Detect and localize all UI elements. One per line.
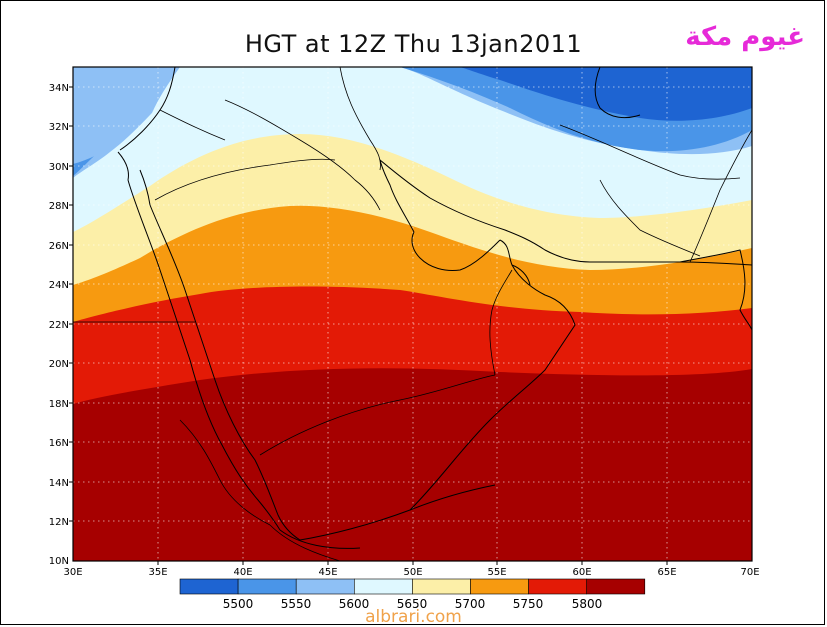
country-borders	[73, 67, 752, 561]
lat-tick-label: 14N	[49, 478, 69, 489]
gulf-of-oman-coast	[511, 264, 531, 286]
legend-swatch	[528, 578, 587, 595]
legend-swatches	[179, 578, 646, 595]
horn-of-africa-coast	[279, 529, 361, 549]
iran-coast-east	[679, 249, 752, 331]
gulf-of-aden-coast	[299, 484, 496, 541]
legend-label: 5550	[281, 597, 312, 611]
red-sea-west-coast	[127, 179, 281, 531]
lat-tick-label: 12N	[49, 517, 69, 528]
lat-tick-label: 30N	[49, 162, 69, 173]
border-pakistan-india	[689, 129, 752, 263]
caspian-coast	[594, 67, 641, 119]
arabic-title: غيوم مكة	[685, 22, 805, 52]
lon-tick-label: 60E	[572, 567, 591, 578]
watermark-text: albrari.com	[365, 607, 462, 627]
lon-tick-label: 45E	[318, 567, 337, 578]
lat-tick-label: 34N	[49, 83, 69, 94]
lat-tick-labels: 10N 12N 14N 16N 18N 20N 22N 24N 26N 28N …	[49, 83, 69, 567]
border-syria-jordan	[159, 109, 226, 141]
legend-swatch	[586, 578, 646, 595]
lat-tick-label: 20N	[49, 359, 69, 370]
legend-label: 5800	[572, 597, 603, 611]
legend-swatch	[179, 578, 239, 595]
legend-label: 5600	[339, 597, 370, 611]
gridlines	[73, 67, 752, 561]
legend-swatch	[295, 578, 355, 595]
border-turkmen	[559, 124, 741, 180]
lat-tick-label: 24N	[49, 280, 69, 291]
lat-tick-label: 26N	[49, 241, 69, 252]
sinai-coast	[117, 151, 151, 206]
red-sea-east-coast	[149, 204, 301, 541]
legend-label: 5750	[513, 597, 544, 611]
border-afghan-pak	[599, 179, 701, 257]
legend-swatch	[470, 578, 529, 595]
legend-swatch	[412, 578, 471, 595]
color-legend: 5500 5550 5600 5650 5700 5750 5800	[179, 578, 646, 611]
border-yemen-saudi	[259, 374, 496, 456]
legend-label: 5500	[223, 597, 254, 611]
lat-tick-label: 28N	[49, 201, 69, 212]
border-ethiopia-somalia	[269, 524, 341, 561]
lat-tick-marks	[69, 86, 73, 522]
lon-tick-label: 40E	[233, 567, 252, 578]
border-iran-iraq	[339, 67, 381, 171]
persian-gulf-coast-north	[379, 158, 752, 266]
map-title: HGT at 12Z Thu 13jan2011	[244, 30, 583, 58]
lat-tick-label: 32N	[49, 122, 69, 133]
lat-tick-label: 16N	[49, 438, 69, 449]
lon-tick-label: 50E	[403, 567, 422, 578]
border-saudi-north	[154, 158, 336, 201]
band-5600-5650-northwest	[73, 67, 180, 164]
legend-swatch	[237, 578, 297, 595]
border-sudan-ethiopia	[179, 419, 271, 526]
lon-tick-label: 65E	[657, 567, 676, 578]
border-iraq	[224, 99, 381, 211]
lon-tick-marks	[157, 561, 668, 565]
persian-gulf-coast-south	[411, 231, 501, 271]
lon-tick-label: 30E	[63, 567, 82, 578]
band-below-5550	[460, 67, 752, 121]
lat-tick-label: 10N	[49, 556, 69, 567]
lat-tick-label: 22N	[49, 320, 69, 331]
lon-tick-labels: 30E 35E 40E 45E 50E 55E 60E 65E 70E	[63, 567, 759, 578]
lat-tick-label: 18N	[49, 399, 69, 410]
border-oman	[489, 269, 513, 376]
lon-tick-label: 35E	[148, 567, 167, 578]
legend-label: 5700	[455, 597, 486, 611]
legend-swatch	[353, 578, 413, 595]
lon-tick-label: 70E	[740, 567, 759, 578]
legend-label: 5650	[397, 597, 428, 611]
lon-tick-label: 55E	[487, 567, 506, 578]
